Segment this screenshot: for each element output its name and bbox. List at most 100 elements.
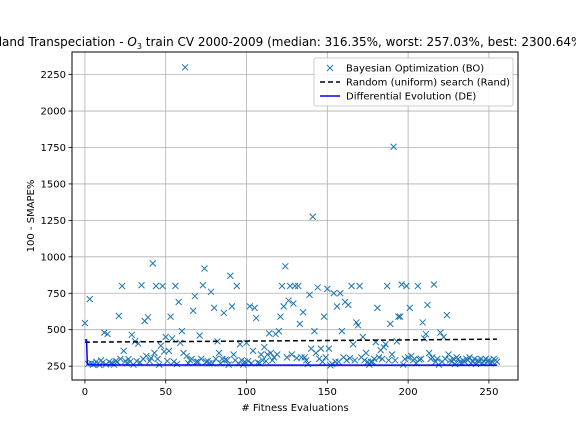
bo-point-marker bbox=[391, 356, 399, 364]
bo-point-marker bbox=[330, 289, 338, 297]
bo-point-marker bbox=[388, 351, 396, 358]
bo-point-marker bbox=[314, 284, 321, 291]
y-tick-label: 1250 bbox=[41, 216, 66, 227]
bo-point-marker bbox=[81, 319, 89, 327]
legend-box bbox=[313, 57, 514, 107]
bo-point-marker bbox=[451, 360, 459, 368]
bo-point-marker bbox=[167, 313, 174, 320]
bo-point-marker bbox=[299, 308, 307, 316]
bo-point-marker bbox=[386, 320, 394, 328]
bo-point-marker bbox=[425, 349, 433, 357]
bo-point-marker bbox=[115, 312, 123, 320]
y-axis-label: 100 - SMAPE% bbox=[26, 180, 37, 253]
bo-point-marker bbox=[370, 355, 378, 363]
x-tick-label: 200 bbox=[399, 387, 418, 398]
bo-point-marker bbox=[283, 354, 291, 361]
bo-point-marker bbox=[265, 329, 273, 337]
bo-point-marker bbox=[183, 352, 191, 360]
bo-point-marker bbox=[244, 357, 252, 365]
bo-point-marker bbox=[319, 358, 326, 366]
bo-point-marker bbox=[288, 351, 296, 358]
bo-point-marker bbox=[403, 282, 410, 290]
bo-point-marker bbox=[260, 343, 268, 351]
bo-point-marker bbox=[207, 288, 215, 296]
bo-point-marker bbox=[249, 347, 257, 355]
bo-point-marker bbox=[149, 260, 157, 267]
bo-point-marker bbox=[278, 282, 286, 290]
bo-point-marker bbox=[86, 295, 94, 303]
bo-point-marker bbox=[189, 307, 197, 315]
bo-point-marker bbox=[433, 355, 441, 363]
bo-point-marker bbox=[173, 360, 181, 368]
bo-point-marker bbox=[291, 282, 299, 290]
bo-point-marker bbox=[112, 357, 119, 365]
bo-point-marker bbox=[222, 356, 229, 363]
bo-point-marker bbox=[281, 262, 289, 270]
bo-point-marker bbox=[210, 304, 218, 312]
y-tick-label: 250 bbox=[47, 362, 66, 373]
bo-point-marker bbox=[349, 340, 357, 348]
bo-point-marker bbox=[398, 281, 406, 288]
bo-point-marker bbox=[246, 303, 254, 310]
bo-point-marker bbox=[311, 327, 318, 335]
bo-point-marker bbox=[142, 352, 150, 360]
bo-point-marker bbox=[152, 282, 160, 290]
bo-point-marker bbox=[396, 313, 404, 320]
bo-point-marker bbox=[443, 311, 451, 319]
bo-point-marker bbox=[346, 354, 354, 362]
y-tick-label: 1750 bbox=[41, 143, 66, 154]
rand-line bbox=[84, 338, 497, 343]
bo-point-marker bbox=[306, 291, 313, 299]
bo-point-marker bbox=[104, 330, 111, 338]
bo-point-marker bbox=[175, 298, 183, 306]
bo-point-marker bbox=[165, 347, 173, 355]
x-axis-ticks: 0 50 100 150 200 250 bbox=[82, 380, 498, 398]
x-tick-label: 100 bbox=[237, 387, 256, 398]
bo-point-marker bbox=[325, 345, 333, 353]
bo-point-marker bbox=[374, 304, 381, 312]
grid-lines bbox=[72, 52, 518, 380]
bo-point-marker bbox=[343, 356, 351, 364]
bo-point-marker bbox=[351, 356, 359, 364]
y-tick-label: 1500 bbox=[41, 179, 66, 190]
bo-point-marker bbox=[277, 313, 284, 320]
bo-point-marker bbox=[227, 272, 234, 280]
legend-label: Bayesian Optimization (BO) bbox=[346, 64, 484, 75]
bo-point-marker bbox=[172, 282, 179, 290]
bo-point-marker bbox=[477, 355, 485, 363]
bo-point-marker bbox=[441, 355, 449, 363]
bo-point-marker bbox=[267, 349, 275, 357]
series-layer bbox=[81, 63, 501, 369]
bo-point-marker bbox=[176, 339, 184, 347]
axes-frame bbox=[71, 51, 519, 381]
bo-point-marker bbox=[201, 265, 208, 272]
bo-point-marker bbox=[215, 349, 223, 357]
bo-point-marker bbox=[362, 349, 370, 357]
bo-point-marker bbox=[344, 301, 352, 309]
bo-point-marker bbox=[223, 356, 231, 364]
bo-point-marker bbox=[328, 360, 336, 368]
y-tick-label: 2250 bbox=[41, 70, 66, 81]
legend: Bayesian Optimization (BO) Random (unifor… bbox=[313, 57, 514, 107]
x-tick-label: 250 bbox=[479, 387, 498, 398]
bo-point-marker bbox=[159, 282, 166, 290]
bo-point-marker bbox=[163, 357, 171, 365]
x-tick-label: 150 bbox=[318, 387, 337, 398]
bo-point-marker bbox=[199, 281, 207, 289]
bo-point-marker bbox=[273, 351, 281, 358]
bo-point-marker bbox=[466, 354, 473, 361]
bo-point-marker bbox=[170, 358, 178, 366]
bo-point-marker bbox=[336, 289, 344, 297]
bo-point-marker bbox=[230, 351, 237, 358]
bo-point-marker bbox=[356, 282, 363, 290]
bo-point-marker bbox=[286, 282, 294, 290]
bo-point-marker bbox=[298, 354, 305, 361]
bo-point-marker bbox=[178, 327, 186, 335]
bo-point-marker bbox=[257, 351, 265, 358]
bo-point-marker bbox=[414, 282, 422, 290]
bo-point-marker bbox=[151, 349, 158, 357]
legend-label: Random (uniform) search (Rand) bbox=[346, 78, 510, 89]
bo-point-marker bbox=[117, 355, 124, 363]
de-line bbox=[84, 339, 497, 366]
bo-point-marker bbox=[280, 303, 288, 310]
